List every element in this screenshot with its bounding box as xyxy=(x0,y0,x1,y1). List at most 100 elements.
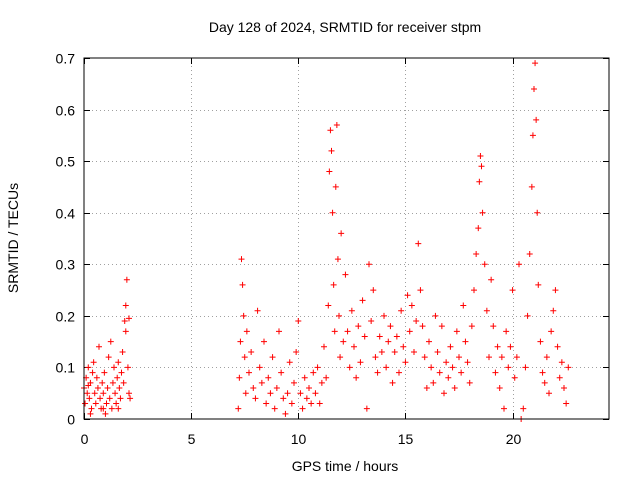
data-point xyxy=(97,395,104,402)
data-point xyxy=(299,405,306,412)
data-point xyxy=(331,328,338,335)
data-point xyxy=(278,369,285,376)
data-point xyxy=(436,369,443,376)
data-point xyxy=(370,287,377,294)
data-point xyxy=(449,364,456,371)
data-point xyxy=(115,359,122,366)
data-point xyxy=(359,297,366,304)
data-point xyxy=(533,116,540,123)
data-point xyxy=(445,374,452,381)
data-point xyxy=(334,256,341,263)
data-point xyxy=(466,379,473,386)
data-point xyxy=(453,328,460,335)
data-point xyxy=(93,374,100,381)
y-tick-label: 0.5 xyxy=(56,154,76,170)
data-points xyxy=(81,60,572,422)
data-point xyxy=(522,364,529,371)
data-point xyxy=(381,312,387,319)
data-point xyxy=(363,405,370,412)
data-point xyxy=(99,379,106,386)
data-point xyxy=(554,343,561,350)
data-point xyxy=(524,312,531,319)
data-point xyxy=(102,410,109,417)
data-point xyxy=(438,323,445,330)
chart-title: Day 128 of 2024, SRMTID for receiver stp… xyxy=(209,19,481,35)
data-point xyxy=(276,328,282,335)
data-point xyxy=(468,323,475,330)
data-point xyxy=(464,359,471,366)
y-tick-label: 0.3 xyxy=(56,257,76,273)
x-tick-label: 0 xyxy=(81,431,89,447)
x-axis-label: GPS time / hours xyxy=(292,458,399,474)
data-point xyxy=(235,405,242,412)
data-point xyxy=(122,302,129,309)
data-point xyxy=(447,343,454,350)
data-point xyxy=(531,85,537,92)
data-point xyxy=(239,281,246,288)
data-point xyxy=(269,354,276,361)
data-point xyxy=(513,354,520,361)
data-point xyxy=(120,379,127,386)
data-point xyxy=(357,359,364,366)
data-point xyxy=(256,364,263,371)
data-point xyxy=(355,323,362,330)
data-point xyxy=(492,369,499,376)
data-point xyxy=(406,328,413,335)
data-point xyxy=(458,369,465,376)
data-point xyxy=(85,382,92,389)
data-point xyxy=(496,385,503,392)
data-point xyxy=(103,400,110,407)
data-point xyxy=(246,369,252,376)
data-point xyxy=(419,323,426,330)
data-point xyxy=(486,354,492,361)
data-point xyxy=(520,405,527,412)
data-point xyxy=(282,410,289,417)
data-point xyxy=(250,385,257,392)
data-point xyxy=(479,209,486,216)
data-point xyxy=(265,374,272,381)
data-point xyxy=(312,390,319,397)
data-point xyxy=(476,178,483,185)
data-point xyxy=(398,307,405,314)
data-point xyxy=(417,287,424,294)
x-tick-label: 10 xyxy=(291,431,307,447)
data-point xyxy=(318,379,325,386)
data-point xyxy=(238,256,245,263)
data-point xyxy=(314,364,321,371)
data-point xyxy=(408,302,415,309)
data-point xyxy=(451,385,458,392)
data-point xyxy=(108,405,115,412)
data-point xyxy=(389,379,396,386)
axis-ticks: 0 0.1 0.2 0.3 0.4 0.5 0.6 0.7 0 5 10 15 20 xyxy=(56,51,609,447)
data-point xyxy=(333,122,340,129)
data-point xyxy=(415,240,422,247)
data-point xyxy=(336,312,342,319)
data-point xyxy=(344,328,351,335)
data-point xyxy=(100,405,107,412)
data-point xyxy=(308,400,315,407)
data-point xyxy=(121,318,128,325)
data-point xyxy=(116,385,123,392)
data-point xyxy=(316,400,323,407)
y-tick-label: 0.1 xyxy=(56,360,76,376)
data-point xyxy=(286,359,293,366)
data-point xyxy=(123,276,130,283)
data-point xyxy=(295,318,302,325)
data-point xyxy=(332,183,339,190)
data-point xyxy=(528,183,535,190)
data-point xyxy=(556,374,563,381)
data-point xyxy=(112,390,119,397)
data-point xyxy=(421,354,428,361)
data-point xyxy=(342,271,349,278)
data-point xyxy=(432,312,439,319)
data-point xyxy=(126,315,132,322)
data-point xyxy=(330,281,337,288)
data-point xyxy=(456,354,462,361)
data-point xyxy=(338,230,345,237)
data-point xyxy=(565,364,572,371)
data-point xyxy=(537,338,544,345)
y-tick-label: 0.2 xyxy=(56,309,76,325)
data-point xyxy=(483,307,490,314)
data-point xyxy=(117,395,124,402)
data-point xyxy=(385,338,392,345)
